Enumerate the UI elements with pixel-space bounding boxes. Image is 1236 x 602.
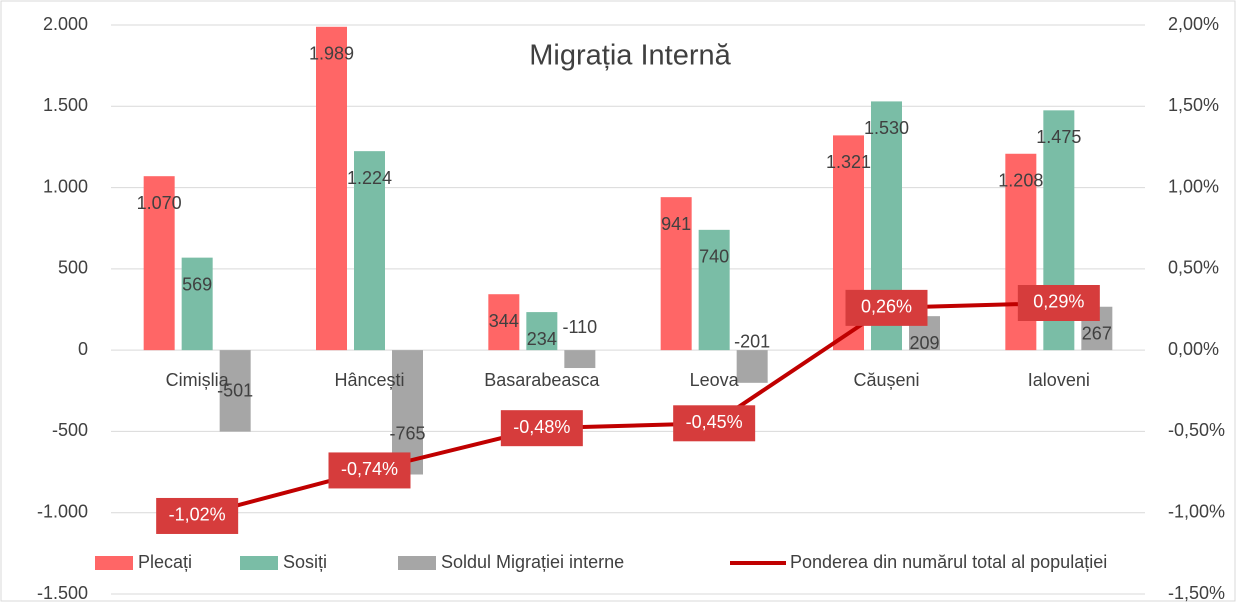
- x-tick-label: Hâncești: [334, 370, 404, 390]
- bar-value-label: 209: [909, 333, 939, 353]
- bar-value-label: -110: [562, 317, 597, 337]
- line-value-label: -0,74%: [341, 459, 398, 479]
- legend-swatch: [398, 556, 436, 570]
- bar-value-label: -765: [389, 423, 425, 443]
- line-label-box: [845, 289, 928, 326]
- y-tick-label: 0: [78, 339, 88, 359]
- bar-value-label: 1.224: [347, 168, 392, 188]
- x-tick-label: Basarabeasca: [484, 370, 600, 390]
- bar: [736, 350, 768, 383]
- bar-value-label: 740: [699, 247, 729, 267]
- chart-title: Migrația Internă: [529, 40, 731, 72]
- bar-value-label: 1.070: [137, 193, 182, 213]
- y-tick-label: -500: [52, 420, 88, 440]
- bar-value-label: 1.321: [826, 152, 871, 172]
- line-label-box: [156, 497, 239, 534]
- bar: [526, 312, 558, 351]
- bar-value-label: 1.475: [1036, 127, 1081, 147]
- line-value-label: 0,29%: [1033, 292, 1084, 312]
- line-label-box: [500, 410, 583, 447]
- y-tick-label: 500: [58, 258, 88, 278]
- y2-tick-label: -1,50%: [1168, 583, 1225, 602]
- bar: [564, 350, 596, 369]
- legend-label: Plecați: [138, 552, 192, 572]
- bar: [143, 176, 175, 351]
- bar-value-label: 1.989: [309, 44, 354, 64]
- line-value-label: -0,48%: [513, 417, 570, 437]
- bar: [316, 26, 347, 351]
- y2-tick-label: -0,50%: [1168, 420, 1225, 440]
- bar: [698, 229, 730, 351]
- x-tick-label: Căușeni: [853, 370, 919, 390]
- bar-value-label: 344: [489, 311, 519, 331]
- y2-tick-label: 1,00%: [1168, 176, 1219, 196]
- y-tick-label: -1.000: [37, 501, 88, 521]
- bar-value-label: 941: [661, 214, 691, 234]
- x-tick-label: Ialoveni: [1028, 370, 1090, 390]
- line-value-label: -0,45%: [686, 412, 743, 432]
- y2-tick-label: 2,00%: [1168, 14, 1219, 34]
- line-label-box: [673, 405, 756, 442]
- bar-value-label: -201: [734, 332, 770, 352]
- bar-value-label: 1.530: [864, 118, 909, 138]
- bar: [660, 197, 692, 351]
- x-tick-label: Cimișlia: [166, 370, 230, 390]
- bar-value-label: 569: [182, 274, 212, 294]
- y2-tick-label: 0,00%: [1168, 339, 1219, 359]
- bar-value-label: 267: [1082, 323, 1112, 343]
- y2-tick-label: 0,50%: [1168, 258, 1219, 278]
- legend-label: Soldul Migrației interne: [441, 552, 624, 572]
- line-value-label: -1,02%: [169, 505, 226, 525]
- y2-tick-label: 1,50%: [1168, 95, 1219, 115]
- bar: [488, 294, 520, 351]
- y-tick-label: -1.500: [37, 583, 88, 602]
- bar: [354, 151, 385, 351]
- bar-value-label: 1.208: [998, 171, 1043, 191]
- legend-label: Ponderea din numărul total al populației: [790, 552, 1107, 572]
- legend-label: Sosiți: [283, 552, 327, 572]
- bar-value-label: 234: [527, 329, 557, 349]
- y2-tick-label: -1,00%: [1168, 501, 1225, 521]
- y-tick-label: 1.000: [43, 176, 88, 196]
- bar: [219, 350, 251, 432]
- y-tick-label: 1.500: [43, 95, 88, 115]
- y-tick-label: 2.000: [43, 14, 88, 34]
- line-label-box: [1017, 284, 1100, 321]
- line-value-label: 0,26%: [861, 297, 912, 317]
- bar: [181, 257, 213, 351]
- line-label-box: [328, 452, 411, 489]
- legend-swatch: [95, 556, 133, 570]
- bar-value-label: -501: [217, 380, 253, 400]
- legend-swatch: [240, 556, 278, 570]
- x-tick-label: Leova: [690, 370, 740, 390]
